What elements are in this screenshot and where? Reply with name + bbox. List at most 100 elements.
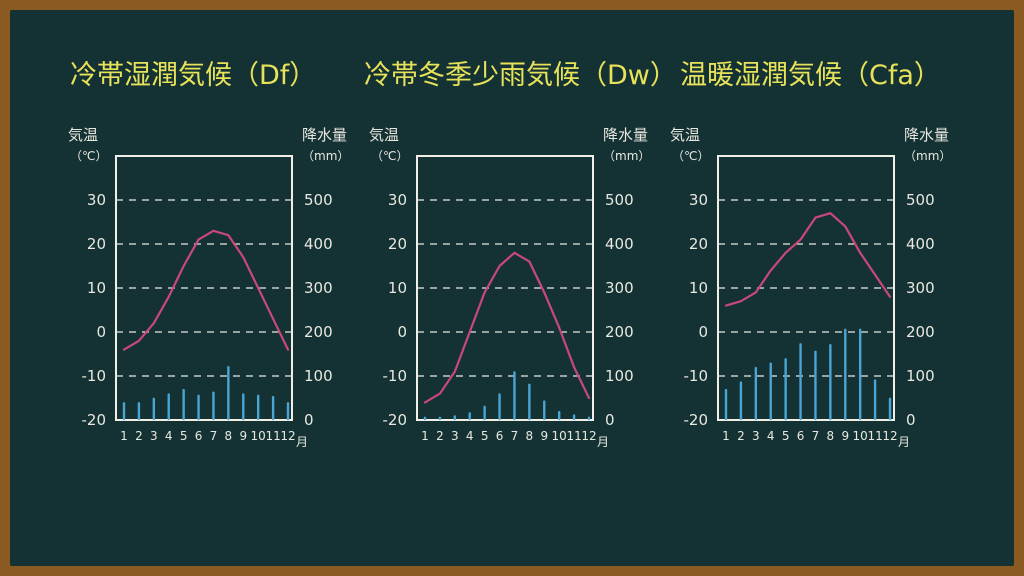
month-axis-unit: 月 bbox=[898, 435, 910, 449]
month-tick-label: 3 bbox=[451, 429, 459, 443]
temp-tick-label: 0 bbox=[397, 323, 407, 341]
month-tick-label: 11 bbox=[867, 429, 882, 443]
rain-tick-label: 0 bbox=[304, 411, 314, 429]
month-tick-label: 1 bbox=[120, 429, 128, 443]
temp-tick-label: -20 bbox=[82, 411, 107, 429]
month-tick-label: 5 bbox=[180, 429, 188, 443]
month-tick-label: 10 bbox=[251, 429, 266, 443]
temp-tick-label: 10 bbox=[87, 279, 106, 297]
rain-tick-label: 200 bbox=[304, 323, 333, 341]
temp-tick-label: -20 bbox=[383, 411, 408, 429]
month-tick-label: 1 bbox=[722, 429, 730, 443]
temp-tick-label: 20 bbox=[87, 235, 106, 253]
temp-tick-label: 20 bbox=[689, 235, 708, 253]
month-tick-label: 2 bbox=[436, 429, 444, 443]
month-tick-label: 4 bbox=[767, 429, 775, 443]
temp-tick-label: 30 bbox=[388, 191, 407, 209]
rain-tick-label: 100 bbox=[906, 367, 935, 385]
month-tick-label: 4 bbox=[165, 429, 173, 443]
rain-tick-label: 100 bbox=[304, 367, 333, 385]
month-tick-label: 11 bbox=[265, 429, 280, 443]
chart-title: 冷帯冬季少雨気候（Dw） bbox=[364, 60, 677, 91]
month-axis-unit: 月 bbox=[597, 435, 609, 449]
rain-tick-label: 300 bbox=[304, 279, 333, 297]
month-tick-label: 9 bbox=[841, 429, 849, 443]
rain-tick-label: 0 bbox=[605, 411, 615, 429]
month-tick-label: 1 bbox=[421, 429, 429, 443]
month-tick-label: 7 bbox=[511, 429, 519, 443]
rain-tick-label: 300 bbox=[906, 279, 935, 297]
temp-tick-label: -10 bbox=[383, 367, 408, 385]
temp-tick-label: 10 bbox=[689, 279, 708, 297]
chart-title: 冷帯湿潤気候（Df） bbox=[70, 60, 316, 91]
month-tick-label: 5 bbox=[782, 429, 790, 443]
month-tick-label: 9 bbox=[540, 429, 548, 443]
rain-tick-label: 300 bbox=[605, 279, 634, 297]
climate-chart-2: 冷帯冬季少雨気候（Dw）気温（℃）降水量（mm）-20-100102030010… bbox=[364, 60, 677, 449]
climate-charts: 冷帯湿潤気候（Df）気温（℃）降水量（mm）-20-10010203001002… bbox=[68, 60, 951, 449]
month-tick-label: 8 bbox=[526, 429, 534, 443]
plot-frame bbox=[717, 155, 895, 421]
rain-axis-label: 降水量 bbox=[302, 126, 347, 144]
rain-tick-label: 400 bbox=[906, 235, 935, 253]
month-tick-label: 3 bbox=[752, 429, 760, 443]
plot-frame bbox=[416, 155, 594, 421]
temp-axis-label: 気温 bbox=[670, 126, 700, 144]
temp-tick-label: 0 bbox=[698, 323, 708, 341]
temp-tick-label: 10 bbox=[388, 279, 407, 297]
month-tick-label: 12 bbox=[882, 429, 897, 443]
month-tick-label: 2 bbox=[737, 429, 745, 443]
month-tick-label: 7 bbox=[210, 429, 218, 443]
chart-title: 温暖湿潤気候（Cfa） bbox=[680, 60, 941, 91]
temp-line bbox=[724, 212, 892, 307]
climate-chart-1: 冷帯湿潤気候（Df）気温（℃）降水量（mm）-20-10010203001002… bbox=[68, 60, 349, 449]
month-tick-label: 4 bbox=[466, 429, 474, 443]
month-tick-label: 12 bbox=[280, 429, 295, 443]
month-tick-label: 9 bbox=[239, 429, 247, 443]
temp-axis-unit: （℃） bbox=[672, 149, 709, 163]
temp-tick-label: 0 bbox=[96, 323, 106, 341]
rain-tick-label: 400 bbox=[605, 235, 634, 253]
month-tick-label: 8 bbox=[225, 429, 233, 443]
rain-axis-label: 降水量 bbox=[603, 126, 648, 144]
rain-tick-label: 500 bbox=[906, 191, 935, 209]
month-tick-label: 8 bbox=[827, 429, 835, 443]
month-tick-label: 10 bbox=[552, 429, 567, 443]
rain-tick-label: 100 bbox=[605, 367, 634, 385]
climate-chart-3: 温暖湿潤気候（Cfa）気温（℃）降水量（mm）-20-1001020300100… bbox=[670, 60, 951, 449]
month-tick-label: 6 bbox=[195, 429, 203, 443]
month-tick-label: 10 bbox=[853, 429, 868, 443]
month-tick-label: 11 bbox=[566, 429, 581, 443]
rain-tick-label: 400 bbox=[304, 235, 333, 253]
temp-tick-label: 30 bbox=[87, 191, 106, 209]
plot-frame bbox=[115, 155, 293, 421]
temp-axis-unit: （℃） bbox=[70, 149, 107, 163]
rain-axis-unit: （mm） bbox=[904, 149, 951, 163]
month-tick-label: 6 bbox=[797, 429, 805, 443]
temp-tick-label: 30 bbox=[689, 191, 708, 209]
month-tick-label: 6 bbox=[496, 429, 504, 443]
temp-axis-label: 気温 bbox=[68, 126, 98, 144]
chalkboard: 冷帯湿潤気候（Df） 気温 （℃） 降水量 （mm） -20 -10 0 10 20 30 0 100 2… bbox=[10, 10, 1014, 566]
month-tick-label: 12 bbox=[581, 429, 596, 443]
rain-tick-label: 200 bbox=[906, 323, 935, 341]
month-tick-label: 2 bbox=[135, 429, 143, 443]
month-axis-unit: 月 bbox=[296, 435, 308, 449]
temp-axis-label: 気温 bbox=[369, 126, 399, 144]
temp-tick-label: 20 bbox=[388, 235, 407, 253]
temp-tick-label: -10 bbox=[82, 367, 107, 385]
month-tick-label: 3 bbox=[150, 429, 158, 443]
month-tick-label: 5 bbox=[481, 429, 489, 443]
rain-axis-unit: （mm） bbox=[603, 149, 650, 163]
rain-tick-label: 200 bbox=[605, 323, 634, 341]
temp-line bbox=[423, 251, 591, 404]
temp-axis-unit: （℃） bbox=[371, 149, 408, 163]
rain-tick-label: 500 bbox=[304, 191, 333, 209]
month-tick-label: 7 bbox=[812, 429, 820, 443]
rain-tick-label: 500 bbox=[605, 191, 634, 209]
rain-axis-label: 降水量 bbox=[904, 126, 949, 144]
temp-tick-label: -10 bbox=[684, 367, 709, 385]
temp-line bbox=[122, 229, 290, 351]
rain-tick-label: 0 bbox=[906, 411, 916, 429]
temp-tick-label: -20 bbox=[684, 411, 709, 429]
